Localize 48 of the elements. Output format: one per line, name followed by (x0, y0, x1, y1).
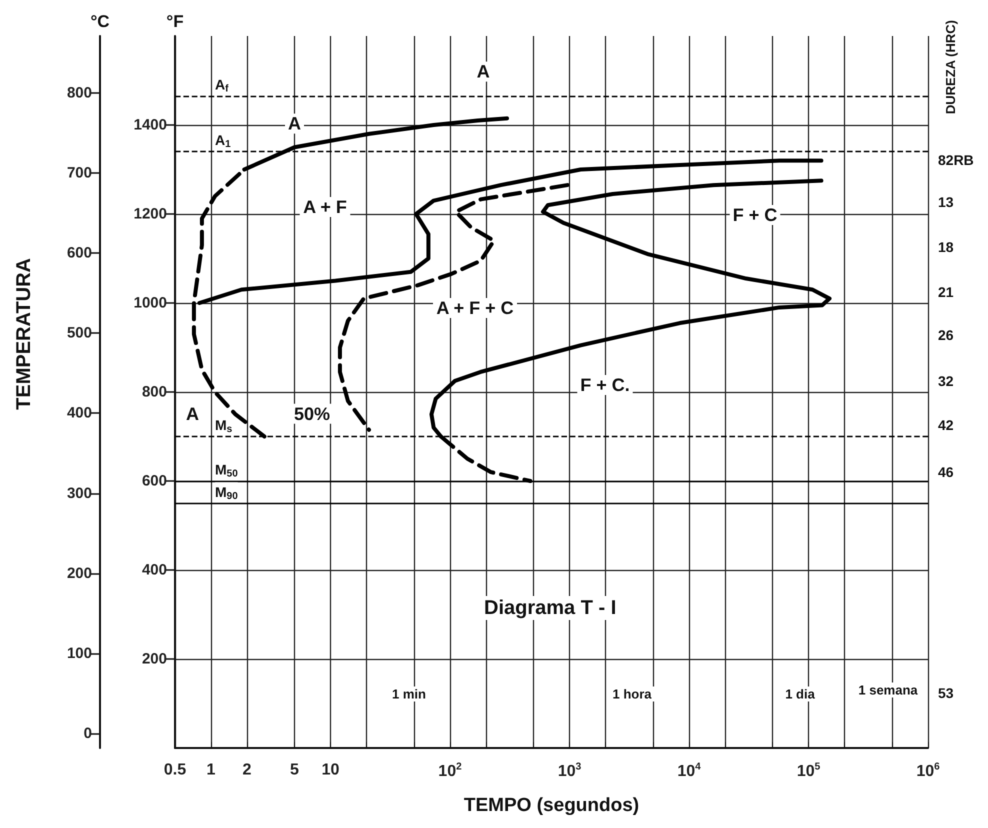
annotation: 50% (294, 404, 330, 424)
x-tick-label: 10 (322, 762, 340, 778)
text: 21 (938, 284, 954, 300)
text: DUREZA (HRC) (943, 20, 958, 114)
text: 32 (938, 373, 954, 389)
annotation: A (186, 404, 199, 424)
x-tick-label: 0.5 (164, 762, 186, 778)
annotation: 1 min (392, 686, 426, 702)
text: 13 (938, 194, 954, 210)
text: Diagrama T - I (484, 597, 616, 619)
y2-tick-label: 800 (66, 84, 92, 102)
y2-tick-label: 600 (66, 244, 92, 262)
y2-tick-label: 100 (66, 644, 92, 662)
y-tick-label: 800 (142, 384, 167, 400)
y2-tick-label: 300 (66, 484, 92, 502)
y2-tick-label: 700 (66, 164, 92, 182)
annotation: A + F + C (436, 298, 514, 318)
annotation: 1 dia (785, 686, 816, 702)
y2-tick-label: 500 (66, 324, 92, 342)
annotation: 1 hora (612, 686, 652, 702)
y2-tick-label: 0 (84, 725, 92, 742)
x-tick-label: 1 (206, 762, 216, 778)
y-tick-label: 600 (142, 472, 167, 490)
y2-tick-label: 200 (66, 564, 92, 582)
annotation: F + C. (580, 375, 630, 395)
text: 18 (938, 239, 954, 255)
y-tick-label: 1000 (134, 294, 167, 312)
y-tick-label: 1200 (134, 206, 167, 222)
y-tick-label: 200 (142, 650, 167, 668)
annotation: F + C (732, 205, 778, 225)
text: 82RB (938, 152, 974, 168)
text: 53 (938, 685, 954, 701)
text: 26 (938, 327, 954, 343)
text: 46 (938, 464, 954, 480)
x-tick-label: 5 (290, 762, 300, 778)
annotation: A (288, 114, 302, 134)
y2-tick-label: 400 (66, 404, 92, 422)
annotation: A (476, 62, 490, 82)
x-axis-title: TEMPO (segundos) (464, 795, 640, 816)
text: TEMPERATURA (13, 258, 35, 410)
text: 42 (938, 417, 954, 433)
annotation: 1 semana (858, 682, 918, 698)
annotation: A + F (303, 197, 347, 217)
y2-axis-title: °C (90, 12, 110, 31)
y-tick-label: 400 (142, 562, 167, 578)
y-axis-title: °F (166, 12, 184, 31)
y-tick-label: 1400 (134, 116, 167, 134)
x-tick-label: 2 (242, 762, 252, 778)
